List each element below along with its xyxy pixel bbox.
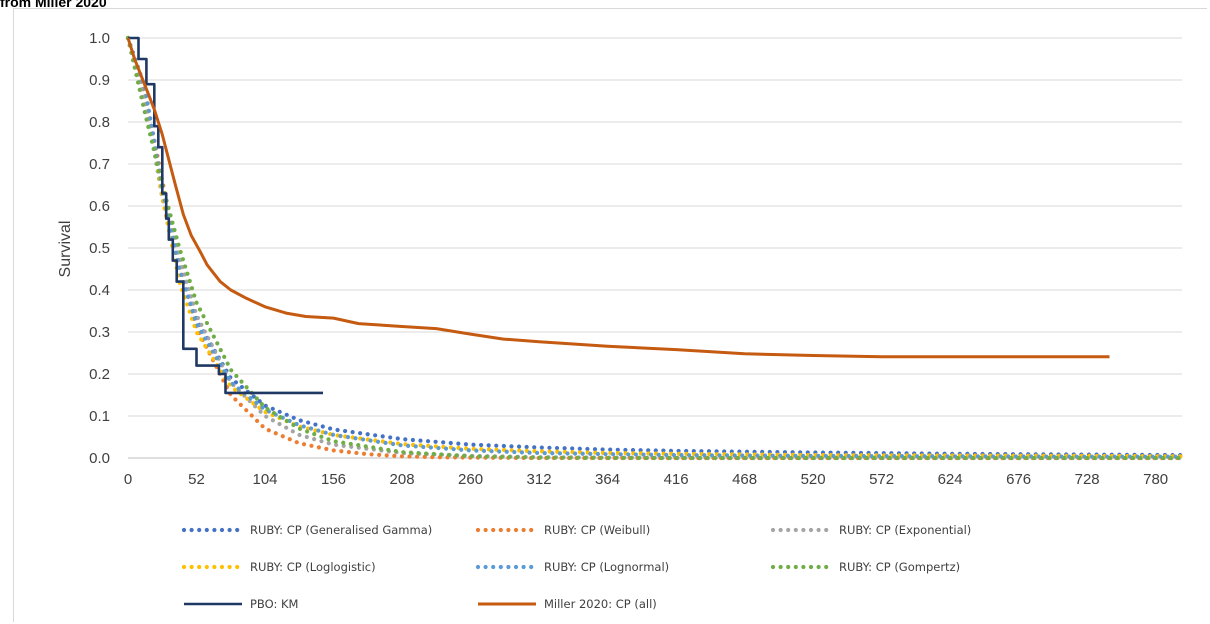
x-tick-label: 572 <box>869 471 894 488</box>
series-line <box>125 35 1185 461</box>
x-tick-label: 208 <box>390 471 415 488</box>
x-tick-label: 728 <box>1075 471 1100 488</box>
x-tick-label: 0 <box>124 471 132 488</box>
gridlines <box>128 37 1182 459</box>
y-tick-label: 0.6 <box>89 198 110 215</box>
x-tick-label: 780 <box>1143 471 1168 488</box>
legend: RUBY: CP (Generalised Gamma) RUBY: CP (We… <box>181 523 971 611</box>
y-axis-label: Survival <box>57 221 74 278</box>
chart-caption: from Miller 2020 <box>0 0 107 10</box>
x-tick-label: 676 <box>1006 471 1031 488</box>
x-tick-label: 156 <box>321 471 346 488</box>
x-tick-label: 416 <box>664 471 689 488</box>
legend-label: Miller 2020: CP (all) <box>544 597 657 611</box>
series-line <box>128 36 323 395</box>
legend-label: PBO: KM <box>250 597 298 611</box>
x-tick-label: 624 <box>938 471 963 488</box>
y-tick-label: 0.1 <box>89 408 110 425</box>
legend-label: RUBY: CP (Loglogistic) <box>250 560 376 574</box>
legend-label: RUBY: CP (Gompertz) <box>839 560 960 574</box>
y-tick-label: 0.9 <box>89 72 110 89</box>
chart-frame <box>13 8 1207 622</box>
series-lines <box>125 35 1185 461</box>
legend-label: RUBY: CP (Generalised Gamma) <box>250 523 432 537</box>
legend-label: RUBY: CP (Weibull) <box>544 523 650 537</box>
legend-label: RUBY: CP (Lognormal) <box>544 560 669 574</box>
series-line <box>125 35 1185 458</box>
y-tick-label: 0.4 <box>89 282 110 299</box>
x-tick-label: 312 <box>527 471 552 488</box>
x-tick-label: 260 <box>458 471 483 488</box>
x-axis-ticks: 0 52 104 156 208 260 312 364 416 468 520 572 624 676 7… <box>124 471 1168 488</box>
x-tick-label: 364 <box>595 471 620 488</box>
legend-label: RUBY: CP (Exponential) <box>839 523 971 537</box>
y-tick-label: 0.8 <box>89 114 110 131</box>
series-line <box>126 37 1110 359</box>
y-tick-label: 0.7 <box>89 156 110 173</box>
y-axis-ticks: 0.0 0.1 0.2 0.3 0.4 0.5 0.6 0.7 0.8 0.9 1.0 <box>89 30 110 467</box>
y-tick-label: 0.3 <box>89 324 110 341</box>
y-tick-label: 1.0 <box>89 30 110 47</box>
x-tick-label: 520 <box>801 471 826 488</box>
x-tick-label: 104 <box>253 471 278 488</box>
y-tick-label: 0.0 <box>89 450 110 467</box>
y-tick-label: 0.2 <box>89 366 110 383</box>
y-tick-label: 0.5 <box>89 240 110 257</box>
x-tick-label: 468 <box>732 471 757 488</box>
x-tick-label: 52 <box>188 471 205 488</box>
